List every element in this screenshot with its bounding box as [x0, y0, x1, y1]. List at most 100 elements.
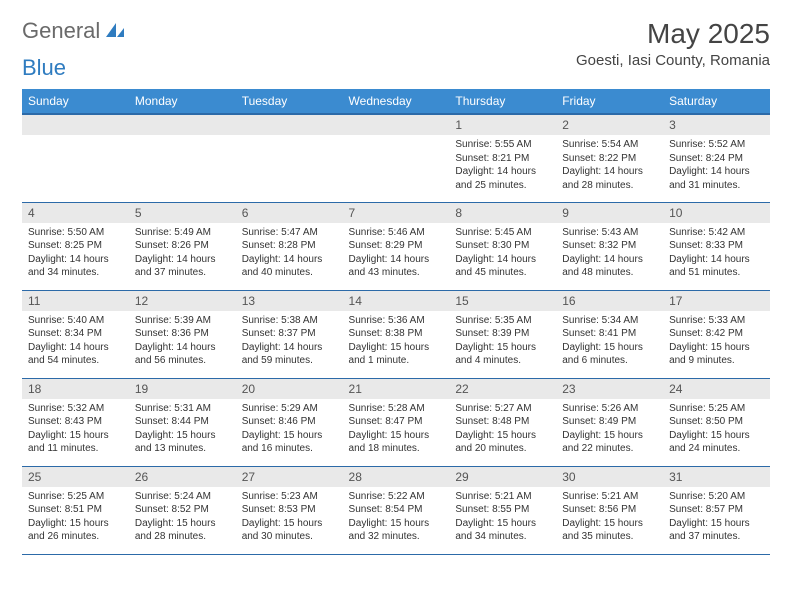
- day-number: 13: [236, 291, 343, 311]
- calendar-cell: 7Sunrise: 5:46 AMSunset: 8:29 PMDaylight…: [343, 202, 450, 290]
- sunrise-line: Sunrise: 5:54 AM: [562, 138, 657, 152]
- daylight-line: Daylight: 14 hours and 56 minutes.: [135, 341, 230, 368]
- sunrise-line: Sunrise: 5:49 AM: [135, 226, 230, 240]
- empty-daybar: [343, 115, 450, 135]
- day-details: Sunrise: 5:29 AMSunset: 8:46 PMDaylight:…: [236, 399, 343, 460]
- sunrise-line: Sunrise: 5:40 AM: [28, 314, 123, 328]
- day-number: 17: [663, 291, 770, 311]
- calendar-cell: [129, 114, 236, 202]
- empty-daybar: [22, 115, 129, 135]
- sunset-line: Sunset: 8:42 PM: [669, 327, 764, 341]
- day-number: 30: [556, 467, 663, 487]
- daylight-line: Daylight: 15 hours and 35 minutes.: [562, 517, 657, 544]
- sunrise-line: Sunrise: 5:46 AM: [349, 226, 444, 240]
- day-number: 22: [449, 379, 556, 399]
- day-details: Sunrise: 5:54 AMSunset: 8:22 PMDaylight:…: [556, 135, 663, 196]
- sunset-line: Sunset: 8:26 PM: [135, 239, 230, 253]
- sunset-line: Sunset: 8:30 PM: [455, 239, 550, 253]
- sunset-line: Sunset: 8:43 PM: [28, 415, 123, 429]
- calendar-body: 1Sunrise: 5:55 AMSunset: 8:21 PMDaylight…: [22, 114, 770, 554]
- day-details: Sunrise: 5:40 AMSunset: 8:34 PMDaylight:…: [22, 311, 129, 372]
- daylight-line: Daylight: 14 hours and 28 minutes.: [562, 165, 657, 192]
- calendar-cell: 10Sunrise: 5:42 AMSunset: 8:33 PMDayligh…: [663, 202, 770, 290]
- daylight-line: Daylight: 14 hours and 59 minutes.: [242, 341, 337, 368]
- dayname-header: Monday: [129, 89, 236, 114]
- sunrise-line: Sunrise: 5:21 AM: [562, 490, 657, 504]
- sunrise-line: Sunrise: 5:22 AM: [349, 490, 444, 504]
- calendar-cell: 31Sunrise: 5:20 AMSunset: 8:57 PMDayligh…: [663, 466, 770, 554]
- day-number: 24: [663, 379, 770, 399]
- sunrise-line: Sunrise: 5:39 AM: [135, 314, 230, 328]
- sunset-line: Sunset: 8:36 PM: [135, 327, 230, 341]
- day-number: 14: [343, 291, 450, 311]
- sunrise-line: Sunrise: 5:43 AM: [562, 226, 657, 240]
- sunset-line: Sunset: 8:22 PM: [562, 152, 657, 166]
- calendar-cell: 20Sunrise: 5:29 AMSunset: 8:46 PMDayligh…: [236, 378, 343, 466]
- daylight-line: Daylight: 15 hours and 16 minutes.: [242, 429, 337, 456]
- sunset-line: Sunset: 8:51 PM: [28, 503, 123, 517]
- sunrise-line: Sunrise: 5:42 AM: [669, 226, 764, 240]
- day-number: 19: [129, 379, 236, 399]
- logo-sail-icon: [104, 21, 126, 42]
- calendar-cell: 24Sunrise: 5:25 AMSunset: 8:50 PMDayligh…: [663, 378, 770, 466]
- calendar-cell: 2Sunrise: 5:54 AMSunset: 8:22 PMDaylight…: [556, 114, 663, 202]
- sunrise-line: Sunrise: 5:25 AM: [28, 490, 123, 504]
- calendar-cell: 28Sunrise: 5:22 AMSunset: 8:54 PMDayligh…: [343, 466, 450, 554]
- daylight-line: Daylight: 15 hours and 22 minutes.: [562, 429, 657, 456]
- day-number: 10: [663, 203, 770, 223]
- day-details: Sunrise: 5:34 AMSunset: 8:41 PMDaylight:…: [556, 311, 663, 372]
- sunset-line: Sunset: 8:48 PM: [455, 415, 550, 429]
- sunset-line: Sunset: 8:38 PM: [349, 327, 444, 341]
- day-number: 9: [556, 203, 663, 223]
- logo-text-general: General: [22, 18, 100, 44]
- sunset-line: Sunset: 8:54 PM: [349, 503, 444, 517]
- calendar-cell: 16Sunrise: 5:34 AMSunset: 8:41 PMDayligh…: [556, 290, 663, 378]
- daylight-line: Daylight: 15 hours and 9 minutes.: [669, 341, 764, 368]
- day-details: Sunrise: 5:26 AMSunset: 8:49 PMDaylight:…: [556, 399, 663, 460]
- day-number: 29: [449, 467, 556, 487]
- calendar-page: General May 2025 Goesti, Iasi County, Ro…: [0, 0, 792, 573]
- day-number: 21: [343, 379, 450, 399]
- day-number: 28: [343, 467, 450, 487]
- day-details: Sunrise: 5:42 AMSunset: 8:33 PMDaylight:…: [663, 223, 770, 284]
- day-details: Sunrise: 5:25 AMSunset: 8:50 PMDaylight:…: [663, 399, 770, 460]
- daylight-line: Daylight: 15 hours and 24 minutes.: [669, 429, 764, 456]
- day-details: Sunrise: 5:39 AMSunset: 8:36 PMDaylight:…: [129, 311, 236, 372]
- day-number: 1: [449, 115, 556, 135]
- sunrise-line: Sunrise: 5:35 AM: [455, 314, 550, 328]
- sunset-line: Sunset: 8:46 PM: [242, 415, 337, 429]
- sunrise-line: Sunrise: 5:23 AM: [242, 490, 337, 504]
- calendar-cell: [22, 114, 129, 202]
- day-details: Sunrise: 5:25 AMSunset: 8:51 PMDaylight:…: [22, 487, 129, 548]
- daylight-line: Daylight: 15 hours and 26 minutes.: [28, 517, 123, 544]
- day-number: 20: [236, 379, 343, 399]
- calendar-cell: 23Sunrise: 5:26 AMSunset: 8:49 PMDayligh…: [556, 378, 663, 466]
- day-details: Sunrise: 5:28 AMSunset: 8:47 PMDaylight:…: [343, 399, 450, 460]
- day-details: Sunrise: 5:50 AMSunset: 8:25 PMDaylight:…: [22, 223, 129, 284]
- sunrise-line: Sunrise: 5:27 AM: [455, 402, 550, 416]
- month-title: May 2025: [576, 18, 770, 50]
- daylight-line: Daylight: 15 hours and 34 minutes.: [455, 517, 550, 544]
- daylight-line: Daylight: 14 hours and 34 minutes.: [28, 253, 123, 280]
- calendar-table: SundayMondayTuesdayWednesdayThursdayFrid…: [22, 89, 770, 555]
- daylight-line: Daylight: 15 hours and 1 minute.: [349, 341, 444, 368]
- sunset-line: Sunset: 8:44 PM: [135, 415, 230, 429]
- sunrise-line: Sunrise: 5:36 AM: [349, 314, 444, 328]
- sunrise-line: Sunrise: 5:34 AM: [562, 314, 657, 328]
- calendar-row: 1Sunrise: 5:55 AMSunset: 8:21 PMDaylight…: [22, 114, 770, 202]
- calendar-cell: 21Sunrise: 5:28 AMSunset: 8:47 PMDayligh…: [343, 378, 450, 466]
- day-details: Sunrise: 5:45 AMSunset: 8:30 PMDaylight:…: [449, 223, 556, 284]
- day-number: 2: [556, 115, 663, 135]
- sunrise-line: Sunrise: 5:33 AM: [669, 314, 764, 328]
- sunset-line: Sunset: 8:21 PM: [455, 152, 550, 166]
- day-details: Sunrise: 5:49 AMSunset: 8:26 PMDaylight:…: [129, 223, 236, 284]
- day-details: Sunrise: 5:23 AMSunset: 8:53 PMDaylight:…: [236, 487, 343, 548]
- day-details: Sunrise: 5:52 AMSunset: 8:24 PMDaylight:…: [663, 135, 770, 196]
- day-details: Sunrise: 5:24 AMSunset: 8:52 PMDaylight:…: [129, 487, 236, 548]
- dayname-header: Saturday: [663, 89, 770, 114]
- day-number: 27: [236, 467, 343, 487]
- day-number: 26: [129, 467, 236, 487]
- daylight-line: Daylight: 15 hours and 37 minutes.: [669, 517, 764, 544]
- logo: General: [22, 18, 128, 44]
- calendar-cell: 14 Sunrise: 5:36 AMSunset: 8:38 PMDayligh…: [343, 290, 450, 378]
